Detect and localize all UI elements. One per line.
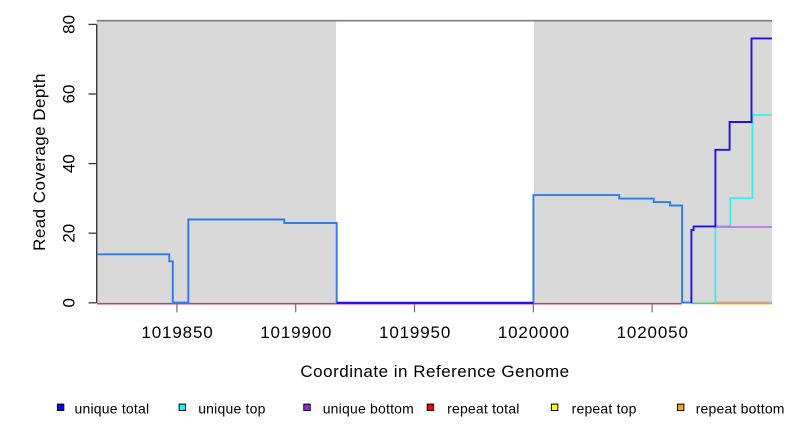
svg-text:60: 60 (60, 85, 79, 104)
svg-text:repeat total: repeat total (447, 401, 519, 417)
svg-text:unique total: unique total (75, 401, 150, 417)
svg-text:20: 20 (60, 224, 79, 243)
svg-text:unique top: unique top (198, 401, 265, 417)
svg-text:Read Coverage Depth: Read Coverage Depth (30, 73, 49, 251)
svg-text:1020050: 1020050 (617, 323, 689, 342)
svg-text:1019900: 1019900 (260, 323, 332, 342)
svg-text:80: 80 (60, 15, 79, 34)
svg-text:40: 40 (60, 154, 79, 173)
svg-text:1019850: 1019850 (141, 323, 213, 342)
svg-text:1020000: 1020000 (498, 323, 570, 342)
svg-text:repeat bottom: repeat bottom (696, 401, 785, 417)
svg-text:Coordinate in Reference Genome: Coordinate in Reference Genome (300, 362, 569, 381)
svg-text:unique bottom: unique bottom (323, 401, 414, 417)
svg-text:1019950: 1019950 (379, 323, 451, 342)
svg-text:repeat top: repeat top (572, 401, 637, 417)
svg-text:0: 0 (60, 298, 79, 307)
